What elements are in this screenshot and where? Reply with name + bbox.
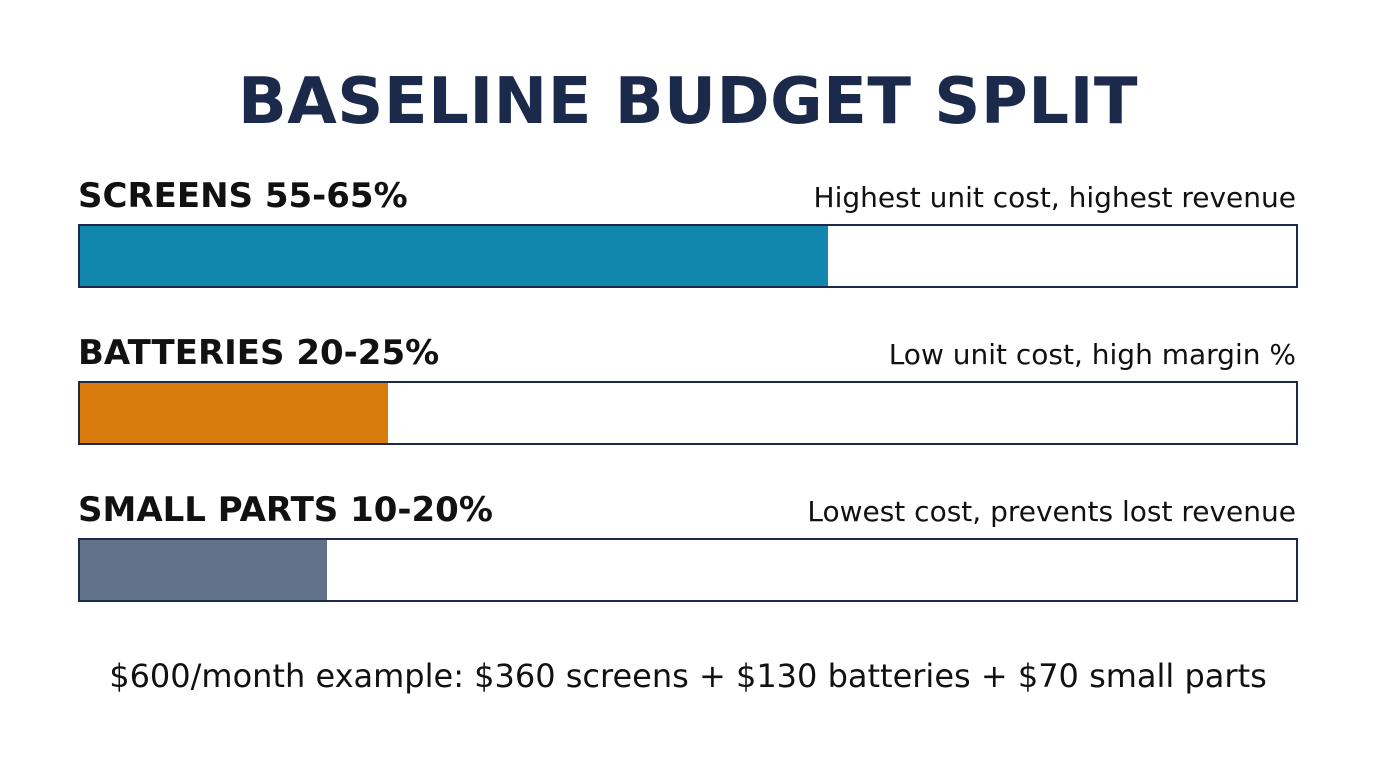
bar-note: Lowest cost, prevents lost revenue: [807, 495, 1296, 528]
budget-example-footer: $600/month example: $360 screens + $130 …: [109, 657, 1267, 695]
chart-title: BASELINE BUDGET SPLIT: [237, 65, 1139, 139]
bar-label: SMALL PARTS 10-20%: [78, 490, 493, 530]
bar-track: [78, 224, 1298, 288]
bar-fill-small-parts: [80, 540, 327, 600]
bar-note: Highest unit cost, highest revenue: [813, 181, 1296, 214]
bar-fill-screens: [80, 226, 828, 286]
bar-label: BATTERIES 20-25%: [78, 333, 440, 373]
bar-note: Low unit cost, high margin %: [888, 338, 1296, 371]
bar-track: [78, 381, 1298, 445]
bar-fill-batteries: [80, 383, 388, 443]
bar-label: SCREENS 55-65%: [78, 176, 408, 216]
bar-track: [78, 538, 1298, 602]
